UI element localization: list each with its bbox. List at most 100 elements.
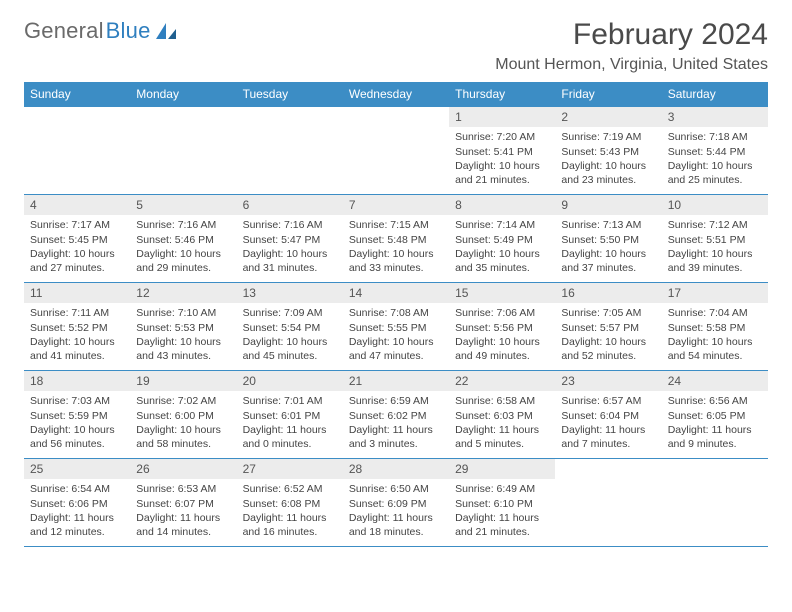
- calendar-cell: 10Sunrise: 7:12 AMSunset: 5:51 PMDayligh…: [662, 195, 768, 283]
- sunrise-text: Sunrise: 7:11 AM: [30, 306, 124, 320]
- day-number: 15: [449, 283, 555, 303]
- calendar-cell: 1Sunrise: 7:20 AMSunset: 5:41 PMDaylight…: [449, 107, 555, 195]
- calendar-cell: [555, 459, 661, 547]
- daylight-text: Daylight: 10 hours and 56 minutes.: [30, 423, 124, 451]
- calendar-row: 25Sunrise: 6:54 AMSunset: 6:06 PMDayligh…: [24, 459, 768, 547]
- daylight-text: Daylight: 10 hours and 41 minutes.: [30, 335, 124, 363]
- weekday-header: Monday: [130, 82, 236, 107]
- sunrise-text: Sunrise: 7:20 AM: [455, 130, 549, 144]
- daylight-text: Daylight: 10 hours and 29 minutes.: [136, 247, 230, 275]
- daylight-text: Daylight: 11 hours and 18 minutes.: [349, 511, 443, 539]
- calendar-cell: 11 Sunrise: 7:11 AMSunset: 5:52 PMDayligh…: [24, 283, 130, 371]
- daylight-text: Daylight: 10 hours and 52 minutes.: [561, 335, 655, 363]
- day-details: Sunrise: 6:54 AMSunset: 6:06 PMDaylight:…: [24, 479, 130, 543]
- day-details: Sunrise: 7:15 AMSunset: 5:48 PMDaylight:…: [343, 215, 449, 279]
- day-number: 28: [343, 459, 449, 479]
- title-block: February 2024 Mount Hermon, Virginia, Un…: [495, 18, 768, 74]
- sunset-text: Sunset: 5:56 PM: [455, 321, 549, 335]
- day-number: 3: [662, 107, 768, 127]
- sunset-text: Sunset: 5:48 PM: [349, 233, 443, 247]
- daylight-text: Daylight: 10 hours and 35 minutes.: [455, 247, 549, 275]
- month-title: February 2024: [495, 18, 768, 52]
- sunset-text: Sunset: 5:52 PM: [30, 321, 124, 335]
- daylight-text: Daylight: 11 hours and 14 minutes.: [136, 511, 230, 539]
- calendar-row: 4Sunrise: 7:17 AMSunset: 5:45 PMDaylight…: [24, 195, 768, 283]
- sunset-text: Sunset: 6:03 PM: [455, 409, 549, 423]
- day-details: Sunrise: 6:53 AMSunset: 6:07 PMDaylight:…: [130, 479, 236, 543]
- day-number: 8: [449, 195, 555, 215]
- sunrise-text: Sunrise: 6:54 AM: [30, 482, 124, 496]
- daylight-text: Daylight: 10 hours and 45 minutes.: [243, 335, 337, 363]
- sunset-text: Sunset: 5:50 PM: [561, 233, 655, 247]
- sunrise-text: Sunrise: 7:19 AM: [561, 130, 655, 144]
- calendar-head: Sunday Monday Tuesday Wednesday Thursday…: [24, 82, 768, 107]
- calendar-cell: 26Sunrise: 6:53 AMSunset: 6:07 PMDayligh…: [130, 459, 236, 547]
- calendar-cell: 8Sunrise: 7:14 AMSunset: 5:49 PMDaylight…: [449, 195, 555, 283]
- sunset-text: Sunset: 5:41 PM: [455, 145, 549, 159]
- weekday-header: Thursday: [449, 82, 555, 107]
- sunset-text: Sunset: 6:00 PM: [136, 409, 230, 423]
- calendar-cell: [24, 107, 130, 195]
- weekday-header: Saturday: [662, 82, 768, 107]
- day-details: Sunrise: 7:08 AMSunset: 5:55 PMDaylight:…: [343, 303, 449, 367]
- sunset-text: Sunset: 6:09 PM: [349, 497, 443, 511]
- sunrise-text: Sunrise: 6:58 AM: [455, 394, 549, 408]
- daylight-text: Daylight: 10 hours and 49 minutes.: [455, 335, 549, 363]
- calendar-cell: 22 Sunrise: 6:58 AMSunset: 6:03 PMDayligh…: [449, 371, 555, 459]
- daylight-text: Daylight: 10 hours and 39 minutes.: [668, 247, 762, 275]
- day-details: Sunrise: 7:14 AMSunset: 5:49 PMDaylight:…: [449, 215, 555, 279]
- day-number: 16: [555, 283, 661, 303]
- weekday-header: Friday: [555, 82, 661, 107]
- daylight-text: Daylight: 10 hours and 43 minutes.: [136, 335, 230, 363]
- calendar-cell: 5Sunrise: 7:16 AMSunset: 5:46 PMDaylight…: [130, 195, 236, 283]
- day-number: 26: [130, 459, 236, 479]
- day-number: 11: [24, 283, 130, 303]
- sunset-text: Sunset: 5:54 PM: [243, 321, 337, 335]
- sunrise-text: Sunrise: 7:13 AM: [561, 218, 655, 232]
- daylight-text: Daylight: 10 hours and 58 minutes.: [136, 423, 230, 451]
- day-number: 29: [449, 459, 555, 479]
- daylight-text: Daylight: 11 hours and 5 minutes.: [455, 423, 549, 451]
- day-details: Sunrise: 7:09 AMSunset: 5:54 PMDaylight:…: [237, 303, 343, 367]
- sunrise-text: Sunrise: 7:02 AM: [136, 394, 230, 408]
- sunset-text: Sunset: 6:08 PM: [243, 497, 337, 511]
- day-details: Sunrise: 7:12 AMSunset: 5:51 PMDaylight:…: [662, 215, 768, 279]
- day-details: Sunrise: 7:10 AMSunset: 5:53 PMDaylight:…: [130, 303, 236, 367]
- sunrise-text: Sunrise: 7:16 AM: [136, 218, 230, 232]
- sunrise-text: Sunrise: 7:05 AM: [561, 306, 655, 320]
- sunrise-text: Sunrise: 7:15 AM: [349, 218, 443, 232]
- day-number: 6: [237, 195, 343, 215]
- daylight-text: Daylight: 11 hours and 16 minutes.: [243, 511, 337, 539]
- sunset-text: Sunset: 5:47 PM: [243, 233, 337, 247]
- day-number: 9: [555, 195, 661, 215]
- brand-part1: General: [24, 18, 104, 44]
- sunset-text: Sunset: 6:10 PM: [455, 497, 549, 511]
- day-details: Sunrise: 7:16 AMSunset: 5:46 PMDaylight:…: [130, 215, 236, 279]
- brand-part2: Blue: [106, 18, 151, 44]
- day-details: Sunrise: 7:19 AMSunset: 5:43 PMDaylight:…: [555, 127, 661, 191]
- sunset-text: Sunset: 6:05 PM: [668, 409, 762, 423]
- calendar-cell: 18Sunrise: 7:03 AMSunset: 5:59 PMDayligh…: [24, 371, 130, 459]
- sunrise-text: Sunrise: 7:10 AM: [136, 306, 230, 320]
- sunset-text: Sunset: 5:58 PM: [668, 321, 762, 335]
- daylight-text: Daylight: 10 hours and 31 minutes.: [243, 247, 337, 275]
- calendar-row: 11Sunrise: 7:11 AMSunset: 5:52 PMDayligh…: [24, 283, 768, 371]
- sail-icon: [155, 21, 177, 41]
- day-details: Sunrise: 7:17 AMSunset: 5:45 PMDaylight:…: [24, 215, 130, 279]
- daylight-text: Daylight: 11 hours and 21 minutes.: [455, 511, 549, 539]
- calendar-cell: 2Sunrise: 7:19 AMSunset: 5:43 PMDaylight…: [555, 107, 661, 195]
- sunset-text: Sunset: 5:45 PM: [30, 233, 124, 247]
- day-details: Sunrise: 6:59 AMSunset: 6:02 PMDaylight:…: [343, 391, 449, 455]
- sunrise-text: Sunrise: 7:18 AM: [668, 130, 762, 144]
- sunrise-text: Sunrise: 6:53 AM: [136, 482, 230, 496]
- day-number: 1: [449, 107, 555, 127]
- sunset-text: Sunset: 5:59 PM: [30, 409, 124, 423]
- day-number: 22: [449, 371, 555, 391]
- calendar-cell: [343, 107, 449, 195]
- day-number: 17: [662, 283, 768, 303]
- daylight-text: Daylight: 10 hours and 25 minutes.: [668, 159, 762, 187]
- day-details: Sunrise: 7:01 AMSunset: 6:01 PMDaylight:…: [237, 391, 343, 455]
- calendar-cell: 7Sunrise: 7:15 AMSunset: 5:48 PMDaylight…: [343, 195, 449, 283]
- day-details: Sunrise: 6:50 AMSunset: 6:09 PMDaylight:…: [343, 479, 449, 543]
- calendar-table: Sunday Monday Tuesday Wednesday Thursday…: [24, 82, 768, 547]
